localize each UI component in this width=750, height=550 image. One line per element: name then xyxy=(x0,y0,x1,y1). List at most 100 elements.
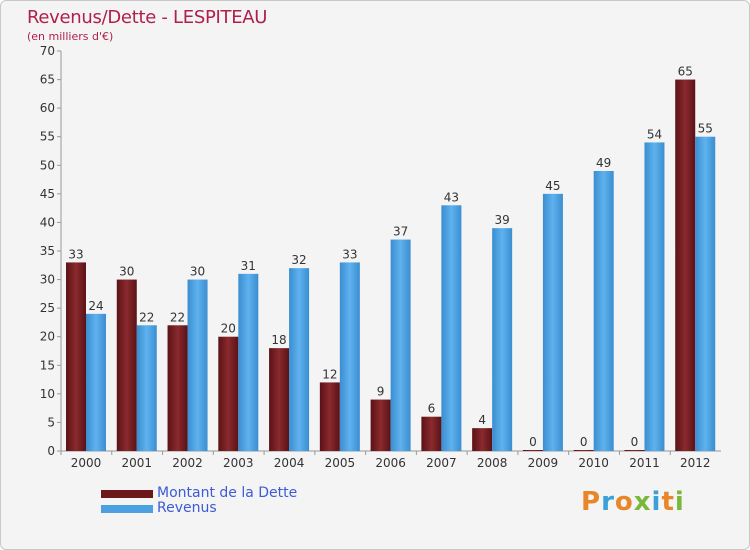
bar-revenus xyxy=(86,313,106,451)
data-label-revenus: 24 xyxy=(88,299,103,313)
data-label-revenus: 43 xyxy=(444,190,459,204)
bar-dette xyxy=(421,416,442,451)
legend-label-revenus: Revenus xyxy=(157,500,217,516)
data-label-dette: 4 xyxy=(478,413,486,427)
y-tick-label: 60 xyxy=(40,101,55,115)
legend-label-dette: Montant de la Dette xyxy=(157,485,298,501)
bar-dette xyxy=(218,336,239,451)
logo-letter: r xyxy=(601,487,615,517)
bar-revenus xyxy=(289,268,310,451)
legend-swatch-revenus xyxy=(101,505,153,513)
bar-revenus xyxy=(136,325,157,451)
x-tick-label: 2002 xyxy=(172,456,203,470)
y-tick-label: 35 xyxy=(40,244,55,258)
data-label-revenus: 55 xyxy=(698,122,713,136)
data-label-revenus: 54 xyxy=(647,127,662,141)
logo-letter: x xyxy=(633,487,652,517)
y-tick-label: 70 xyxy=(40,44,55,58)
data-label-revenus: 31 xyxy=(241,259,256,273)
data-label-revenus: 37 xyxy=(393,225,408,239)
data-label-dette: 0 xyxy=(580,435,588,449)
bar-revenus xyxy=(441,205,462,451)
data-label-dette: 9 xyxy=(377,385,385,399)
x-tick-label: 2000 xyxy=(71,456,102,470)
chart-subtitle: (en milliers d'€) xyxy=(27,30,114,43)
logo-letter: t xyxy=(661,487,675,517)
bar-dette xyxy=(116,279,137,451)
bar-revenus xyxy=(339,262,360,451)
data-label-dette: 65 xyxy=(678,65,693,79)
y-tick-label: 10 xyxy=(40,387,55,401)
data-label-revenus: 49 xyxy=(596,156,611,170)
bar-dette xyxy=(624,450,645,451)
x-tick-label: 2007 xyxy=(426,456,457,470)
data-label-dette: 30 xyxy=(119,265,134,279)
bar-revenus xyxy=(492,228,513,451)
bar-revenus xyxy=(542,193,563,451)
y-tick-label: 20 xyxy=(40,330,55,344)
data-label-dette: 0 xyxy=(529,435,537,449)
data-label-revenus: 39 xyxy=(495,213,510,227)
bar-dette xyxy=(675,79,696,452)
logo-letter: o xyxy=(614,487,634,517)
x-tick-label: 2004 xyxy=(274,456,305,470)
bar-dette xyxy=(167,325,188,451)
x-tick-label: 2001 xyxy=(121,456,152,470)
bar-dette xyxy=(370,399,391,451)
legend-item-revenus: Revenus xyxy=(101,500,361,518)
bar-revenus xyxy=(695,136,716,451)
bar-dette xyxy=(319,382,340,451)
y-tick-label: 30 xyxy=(40,273,55,287)
data-label-revenus: 30 xyxy=(190,265,205,279)
data-label-dette: 22 xyxy=(170,310,185,324)
y-tick-label: 0 xyxy=(47,444,55,458)
data-labels: 33 24 30 22 22 30 20 31 18 32 12 33 9 37 6 43 4 39 0 45 0 49 0… xyxy=(68,65,713,449)
x-tick-label: 2003 xyxy=(223,456,254,470)
data-label-dette: 6 xyxy=(428,402,436,416)
y-tick-label: 65 xyxy=(40,73,55,87)
data-label-dette: 12 xyxy=(322,367,337,381)
x-tick-label: 2009 xyxy=(528,456,559,470)
bars xyxy=(66,79,716,452)
proxiti-logo: Proxiti xyxy=(581,487,685,517)
bar-dette xyxy=(522,450,543,451)
bar-revenus xyxy=(593,171,614,451)
bar-dette xyxy=(66,262,86,451)
bar-revenus xyxy=(187,279,208,451)
chart-title: Revenus/Dette - LESPITEAU xyxy=(27,7,268,28)
y-tick-label: 15 xyxy=(40,358,55,372)
data-label-revenus: 22 xyxy=(139,310,154,324)
bar-revenus xyxy=(390,239,411,451)
y-tick-label: 45 xyxy=(40,187,55,201)
y-tick-label: 5 xyxy=(47,415,55,429)
bar-revenus xyxy=(644,142,665,451)
y-tick-label: 50 xyxy=(40,158,55,172)
bar-dette xyxy=(472,428,493,451)
legend-swatch-dette xyxy=(101,490,153,498)
data-label-revenus: 45 xyxy=(545,179,560,193)
logo-letter: P xyxy=(581,487,602,517)
data-label-dette: 0 xyxy=(631,435,639,449)
x-tick-label: 2012 xyxy=(680,456,711,470)
logo-letter: i xyxy=(651,487,662,517)
legend-item-dette: Montant de la Dette xyxy=(101,485,361,503)
bar-dette xyxy=(573,450,594,451)
x-tick-label: 2006 xyxy=(375,456,406,470)
bar-dette xyxy=(269,348,290,451)
data-label-revenus: 32 xyxy=(291,253,306,267)
logo-letter: i xyxy=(674,487,685,517)
bar-revenus xyxy=(238,273,259,451)
y-tick-label: 55 xyxy=(40,130,55,144)
y-tick-label: 40 xyxy=(40,215,55,229)
x-tick-label: 2008 xyxy=(477,456,508,470)
data-label-dette: 33 xyxy=(68,247,83,261)
x-tick-label: 2005 xyxy=(325,456,356,470)
data-label-revenus: 33 xyxy=(342,247,357,261)
x-tick-label: 2011 xyxy=(629,456,660,470)
y-tick-label: 25 xyxy=(40,301,55,315)
x-tick-label: 2010 xyxy=(578,456,609,470)
data-label-dette: 20 xyxy=(221,322,236,336)
data-label-dette: 18 xyxy=(271,333,286,347)
